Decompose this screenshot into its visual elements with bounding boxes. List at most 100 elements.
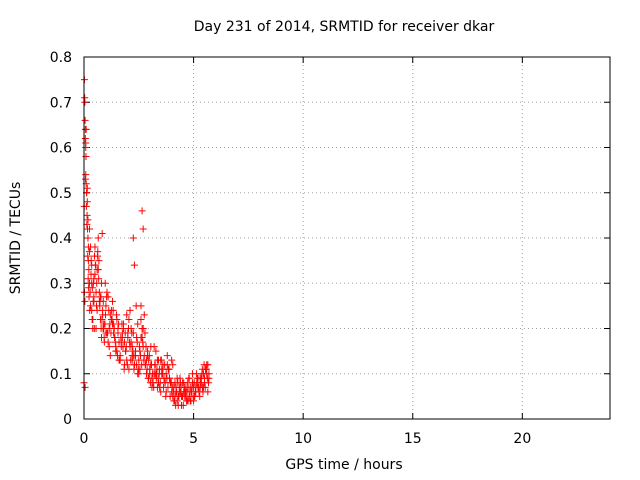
- data-point: [84, 216, 92, 224]
- data-point: [139, 338, 147, 346]
- data-point: [198, 370, 206, 378]
- data-point: [141, 329, 149, 337]
- data-point: [137, 352, 145, 360]
- data-point: [126, 338, 134, 346]
- data-point: [121, 329, 129, 337]
- data-point: [176, 374, 184, 382]
- grid: [84, 57, 610, 419]
- data-point: [84, 234, 92, 242]
- data-point: [128, 329, 136, 337]
- data-point: [83, 211, 91, 219]
- data-point: [156, 379, 164, 387]
- y-tick-label: 0.1: [50, 367, 72, 383]
- data-point: [111, 334, 119, 342]
- data-point: [117, 334, 125, 342]
- data-point: [103, 293, 111, 301]
- data-point: [166, 392, 174, 400]
- data-point: [146, 379, 154, 387]
- data-point: [134, 365, 142, 373]
- data-point: [127, 356, 135, 364]
- data-point: [163, 374, 171, 382]
- y-tick-label: 0.5: [50, 186, 72, 202]
- data-point: [190, 379, 198, 387]
- data-point: [106, 311, 114, 319]
- data-point: [126, 306, 134, 314]
- data-point: [204, 379, 212, 387]
- data-point: [163, 352, 171, 360]
- data-point: [96, 297, 104, 305]
- x-tick-label: 20: [513, 431, 531, 447]
- data-point: [83, 198, 91, 206]
- data-point: [138, 334, 146, 342]
- data-point: [157, 356, 165, 364]
- y-tick-label: 0.3: [50, 276, 72, 292]
- data-point: [140, 311, 148, 319]
- data-point: [188, 383, 196, 391]
- data-point: [109, 306, 117, 314]
- data-point: [89, 279, 97, 287]
- data-point: [85, 266, 93, 274]
- data-point: [168, 383, 176, 391]
- data-point: [138, 361, 146, 369]
- data-point: [152, 347, 160, 355]
- data-point: [87, 302, 95, 310]
- data-point: [187, 397, 195, 405]
- data-point: [100, 338, 108, 346]
- data-point: [132, 302, 140, 310]
- data-point: [179, 401, 187, 409]
- x-axis-label: GPS time / hours: [285, 457, 402, 473]
- data-point: [153, 365, 161, 373]
- data-point: [200, 361, 208, 369]
- data-point: [150, 383, 158, 391]
- data-point: [203, 374, 211, 382]
- data-point: [81, 383, 89, 391]
- data-point: [95, 257, 103, 265]
- data-point: [105, 343, 113, 351]
- data-point: [94, 266, 102, 274]
- data-point: [145, 352, 153, 360]
- data-point: [174, 379, 182, 387]
- data-point: [111, 338, 119, 346]
- data-point: [85, 284, 93, 292]
- data-point: [101, 279, 109, 287]
- y-axis-label: SRMTID / TECUs: [8, 182, 24, 295]
- data-point: [81, 297, 89, 305]
- data-point: [196, 392, 204, 400]
- data-point: [83, 184, 91, 192]
- y-tick-label: 0.8: [50, 50, 72, 66]
- data-point: [199, 388, 207, 396]
- data-point: [178, 392, 186, 400]
- data-point: [98, 229, 106, 237]
- data-point: [123, 311, 131, 319]
- data-point: [99, 325, 107, 332]
- data-point: [91, 270, 99, 278]
- plot-frame: [83, 56, 611, 420]
- data-point: [129, 347, 137, 355]
- y-tick-label: 0.4: [50, 231, 72, 247]
- data-point: [122, 347, 130, 355]
- data-point: [171, 397, 179, 405]
- data-point: [142, 343, 150, 351]
- data-point: [99, 311, 107, 319]
- data-point: [169, 361, 177, 369]
- data-point: [172, 401, 180, 409]
- data-point: [154, 374, 162, 382]
- data-point: [112, 311, 120, 319]
- data-point: [180, 383, 188, 391]
- data-point: [85, 248, 93, 256]
- data-point: [84, 275, 92, 283]
- x-tick-label: 5: [189, 431, 198, 447]
- data-point: [184, 379, 192, 387]
- data-point: [149, 370, 157, 378]
- data-point: [81, 125, 89, 133]
- data-point: [107, 329, 115, 337]
- data-point: [144, 374, 152, 382]
- data-point: [139, 325, 147, 332]
- data-point: [125, 315, 133, 323]
- data-point: [143, 365, 151, 373]
- data-point: [129, 234, 137, 242]
- data-point: [102, 302, 110, 310]
- data-point: [85, 225, 93, 233]
- data-point: [202, 365, 210, 373]
